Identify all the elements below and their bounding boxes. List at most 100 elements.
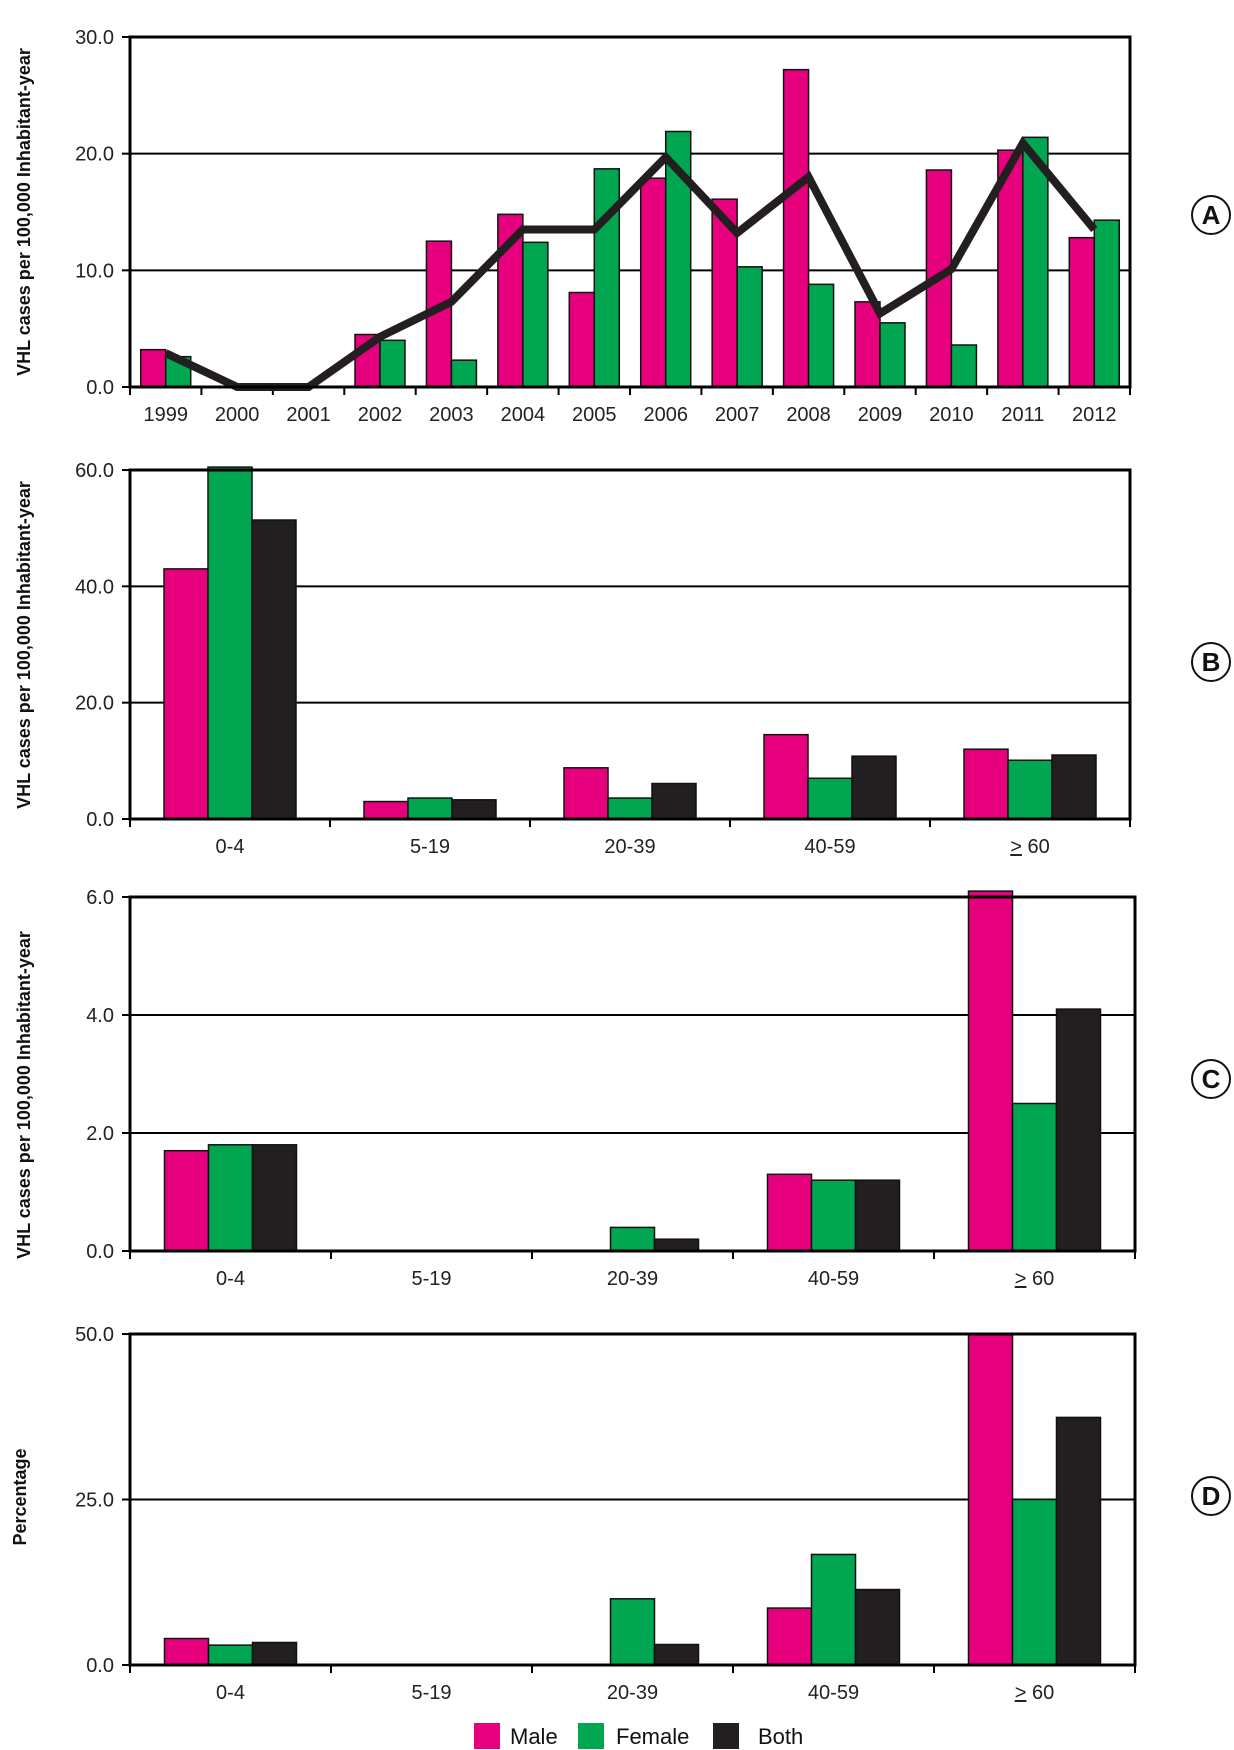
x-tick-label: 40-59 <box>808 1682 859 1704</box>
y-tick-label: 30.0 <box>75 27 114 49</box>
plot-frame <box>128 895 1137 1253</box>
bar-male-c-4 <box>967 890 1014 1252</box>
panel-letter-badge <box>1191 195 1231 235</box>
legend: Male Female Both <box>474 1723 803 1749</box>
legend-label-female: Female <box>616 1724 689 1749</box>
ge-symbol: > <box>1015 1268 1027 1290</box>
bar-female-b-2 <box>607 797 653 820</box>
bar-female-a-4 <box>450 359 478 388</box>
y-tick-label: 60.0 <box>75 460 114 482</box>
x-tick-value: 60 <box>1022 836 1050 858</box>
x-tick-label: 20-39 <box>607 1682 658 1704</box>
bar-female-a-11 <box>950 344 978 388</box>
bar-female-b-3 <box>807 777 853 820</box>
x-tick-label: 20-39 <box>604 836 655 858</box>
x-tick-label: 40-59 <box>808 1268 859 1290</box>
bar-both-d-2 <box>653 1643 700 1666</box>
x-tick-label: 1999 <box>143 404 188 426</box>
bar-female-d-3 <box>810 1553 857 1666</box>
x-tick-label: 2004 <box>501 404 546 426</box>
x-tick-value: 60 <box>1026 1268 1054 1290</box>
x-tick-label: 5-19 <box>411 1682 451 1704</box>
bar-female-b-1 <box>407 797 453 820</box>
x-tick-label: 2009 <box>858 404 903 426</box>
y-axis-title: VHL cases per 100,000 Inhabitant-year <box>14 48 34 376</box>
x-tick-label: 2006 <box>643 404 688 426</box>
x-tick-label: > 60 <box>1015 1268 1055 1290</box>
legend-label-both: Both <box>758 1724 803 1749</box>
x-tick-label: 2001 <box>286 404 331 426</box>
x-tick-label: 2008 <box>786 404 831 426</box>
bar-both-d-3 <box>854 1588 901 1666</box>
bar-female-a-6 <box>593 168 621 388</box>
x-tick-label: 0-4 <box>216 1268 245 1290</box>
bar-male-b-2 <box>563 767 609 820</box>
plot-frame <box>128 468 1132 821</box>
x-tick-label: 2002 <box>358 404 403 426</box>
panel-letter-badge <box>1191 1476 1231 1516</box>
line-both-a <box>164 136 1098 391</box>
y-axis-title: Percentage <box>10 1448 30 1545</box>
y-tick-label: 2.0 <box>86 1123 114 1145</box>
x-tick-label: 5-19 <box>410 836 450 858</box>
panel-letter-badge <box>1191 642 1231 682</box>
bar-both-c-4 <box>1055 1008 1102 1252</box>
bar-male-b-3 <box>763 733 809 820</box>
x-tick-value: 60 <box>1026 1682 1054 1704</box>
panel-letter: B <box>1202 647 1221 677</box>
bar-male-c-3 <box>766 1173 813 1252</box>
x-tick-label: 2005 <box>572 404 617 426</box>
ge-symbol: > <box>1015 1682 1027 1704</box>
legend-label-male: Male <box>510 1724 558 1749</box>
legend-swatch-male <box>474 1723 500 1749</box>
x-tick-label: 2011 <box>1001 404 1044 426</box>
bar-both-b-1 <box>451 799 497 820</box>
x-tick-label: 2000 <box>215 404 260 426</box>
bar-female-a-8 <box>736 266 763 388</box>
y-tick-label: 50.0 <box>75 1324 114 1346</box>
x-tick-label: 0-4 <box>216 1682 245 1704</box>
bar-male-a-0 <box>139 348 167 388</box>
bar-female-b-4 <box>1007 759 1053 820</box>
bar-both-b-0 <box>251 519 297 820</box>
bar-both-b-2 <box>651 782 697 820</box>
panel-letter: A <box>1202 200 1221 230</box>
x-tick-label: 2012 <box>1072 404 1117 426</box>
ge-symbol: > <box>1010 836 1022 858</box>
plot-frame <box>128 35 1132 389</box>
bar-male-d-4 <box>967 1333 1014 1666</box>
y-tick-label: 20.0 <box>75 144 114 166</box>
bar-both-c-2 <box>653 1238 700 1252</box>
x-tick-label: 2010 <box>929 404 974 426</box>
bar-female-a-10 <box>879 322 906 388</box>
bar-male-d-3 <box>766 1607 813 1666</box>
x-tick-label: 0-4 <box>216 836 245 858</box>
bar-both-d-0 <box>251 1641 298 1666</box>
bar-female-a-3 <box>379 339 406 388</box>
bar-both-c-3 <box>854 1179 901 1252</box>
x-tick-label: > 60 <box>1015 1682 1055 1704</box>
bar-both-d-4 <box>1055 1416 1102 1666</box>
bar-male-a-6 <box>568 291 596 388</box>
plot-frame <box>128 1332 1137 1667</box>
bar-female-c-4 <box>1011 1102 1058 1252</box>
x-tick-label: 5-19 <box>411 1268 451 1290</box>
y-tick-label: 0.0 <box>86 377 114 399</box>
bar-female-d-2 <box>609 1598 656 1666</box>
y-tick-label: 0.0 <box>86 809 114 831</box>
y-tick-label: 6.0 <box>86 887 114 909</box>
legend-swatch-female <box>578 1723 604 1749</box>
y-tick-label: 10.0 <box>75 260 114 282</box>
x-tick-label: 2003 <box>429 404 474 426</box>
bar-both-b-4 <box>1051 754 1097 820</box>
bar-female-b-0 <box>207 466 253 820</box>
bar-male-d-0 <box>163 1637 210 1666</box>
y-tick-label: 0.0 <box>86 1241 114 1263</box>
y-tick-label: 4.0 <box>86 1005 114 1027</box>
chart-panel-b: 0.0 20.0 40.0 60.0 0-4 5-19 20-39 40-59 > 60 VHL … <box>14 460 1231 858</box>
bar-female-a-12 <box>1022 136 1049 388</box>
y-tick-label: 20.0 <box>75 693 114 715</box>
bar-male-b-1 <box>363 800 409 820</box>
bar-male-c-0 <box>163 1149 210 1252</box>
